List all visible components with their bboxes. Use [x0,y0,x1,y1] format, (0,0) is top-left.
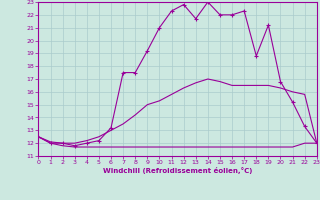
X-axis label: Windchill (Refroidissement éolien,°C): Windchill (Refroidissement éolien,°C) [103,167,252,174]
